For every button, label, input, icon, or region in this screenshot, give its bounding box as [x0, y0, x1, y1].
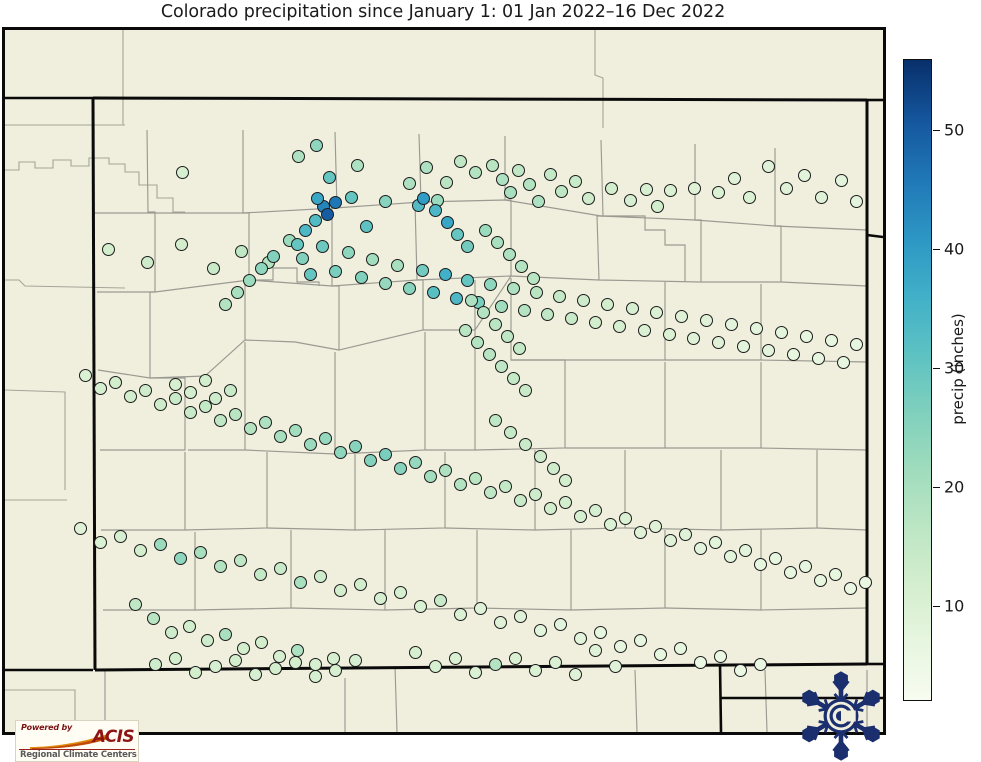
- acis-brand: ACIS: [92, 727, 135, 747]
- colorbar-gradient: [903, 59, 932, 701]
- colorbar-tick-label: 10: [944, 596, 965, 616]
- neighbor-state-borders: [5, 96, 883, 732]
- colorado-climate-center-snowflake-logo: [802, 671, 880, 761]
- acis-powered-by: Powered by: [21, 723, 73, 732]
- acis-logo: Powered by ACIS Regional Climate Centers: [15, 720, 139, 762]
- colorbar-tick-label: 50: [944, 120, 965, 140]
- acis-subtitle: Regional Climate Centers: [20, 750, 137, 760]
- colorbar-tick-label: 40: [944, 239, 965, 259]
- state-borders: [91, 96, 869, 672]
- county-borders-outside: [5, 30, 604, 732]
- colorado-map: [5, 30, 883, 732]
- page-title: Colorado precipitation since January 1: …: [160, 2, 726, 22]
- colorbar-tick: [933, 368, 940, 370]
- colorbar-tick: [933, 487, 940, 488]
- map-panel: Powered by ACIS Regional Climate Centers: [2, 27, 886, 762]
- colorbar-tick: [933, 605, 940, 607]
- colorbar-tick: [933, 249, 940, 251]
- colorbar-tick-label: 30: [944, 358, 965, 378]
- colorbar-tick-label: 20: [944, 477, 965, 497]
- colorbar: 10 20 30 40 50: [903, 59, 964, 701]
- colorbar-axis-label: precip (inches): [949, 312, 967, 425]
- colorbar-tick: [933, 130, 940, 132]
- county-borders: [95, 129, 868, 732]
